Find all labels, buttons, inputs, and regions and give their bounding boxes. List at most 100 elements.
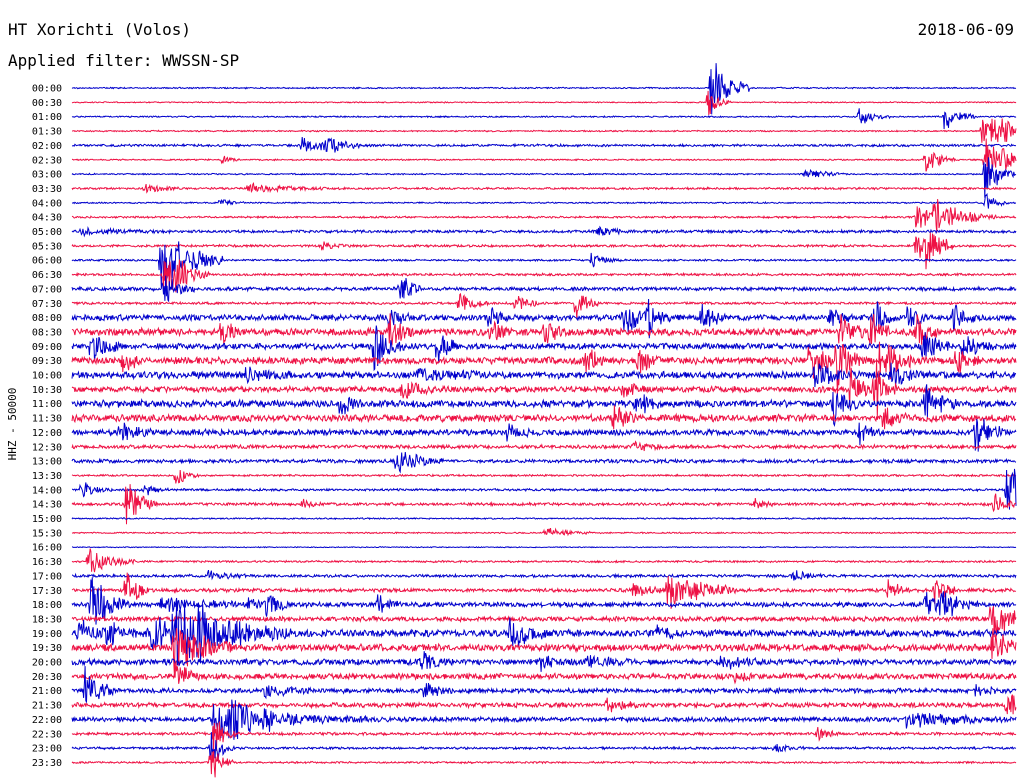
trace-row-1730 bbox=[71, 572, 1017, 609]
trace-row-0530 bbox=[71, 232, 1017, 270]
time-tick-labels: 00:00 00:30 01:00 01:30 02:00 02:30 03:00 03:30… bbox=[32, 84, 62, 769]
tick-label: 00:00 bbox=[32, 84, 62, 95]
station-title: HT Xorichti (Volos) bbox=[8, 20, 192, 39]
tick-label: 08:00 bbox=[32, 313, 62, 324]
trace-row-0500 bbox=[71, 225, 1017, 238]
tick-label: 02:30 bbox=[32, 155, 62, 166]
trace-row-0100 bbox=[71, 108, 1017, 130]
tick-label: 03:00 bbox=[32, 170, 62, 181]
tick-label: 06:30 bbox=[32, 270, 62, 281]
trace-row-1100 bbox=[71, 384, 1017, 427]
tick-label: 03:30 bbox=[32, 184, 62, 195]
trace-row-2330 bbox=[71, 751, 1017, 778]
tick-label: 05:30 bbox=[32, 241, 62, 252]
tick-label: 13:00 bbox=[32, 457, 62, 468]
tick-label: 23:30 bbox=[32, 758, 62, 769]
trace-row-1530 bbox=[71, 527, 1017, 537]
trace-row-1130 bbox=[71, 405, 1017, 430]
tick-label: 04:30 bbox=[32, 213, 62, 224]
trace-row-0630 bbox=[71, 259, 1017, 293]
tick-label: 22:30 bbox=[32, 729, 62, 740]
trace-row-0800 bbox=[71, 298, 1017, 339]
trace-row-1630 bbox=[71, 548, 1017, 573]
tick-label: 15:30 bbox=[32, 528, 62, 539]
tick-label: 14:00 bbox=[32, 485, 62, 496]
trace-row-0430 bbox=[71, 199, 1017, 233]
trace-row-0700 bbox=[71, 275, 1017, 303]
trace-row-1830 bbox=[71, 606, 1017, 638]
trace-row-1300 bbox=[71, 452, 1017, 474]
trace-row-1030 bbox=[71, 358, 1017, 418]
tick-label: 09:00 bbox=[32, 342, 62, 353]
trace-row-2030 bbox=[71, 660, 1017, 685]
trace-row-1700 bbox=[72, 569, 1017, 581]
trace-row-2100 bbox=[71, 666, 1017, 704]
trace-row-1900 bbox=[71, 600, 1017, 667]
trace-row-1500 bbox=[71, 516, 1017, 521]
tick-label: 10:00 bbox=[32, 371, 62, 382]
tick-label: 06:00 bbox=[32, 256, 62, 267]
trace-row-0900 bbox=[71, 325, 1017, 372]
trace-row-2230 bbox=[71, 721, 1017, 752]
tick-label: 01:00 bbox=[32, 112, 62, 123]
seismogram-traces bbox=[71, 63, 1017, 778]
trace-row-1400 bbox=[72, 468, 1017, 510]
trace-row-0730 bbox=[71, 292, 1017, 318]
trace-row-1330 bbox=[71, 469, 1017, 484]
tick-label: 10:30 bbox=[32, 385, 62, 396]
tick-label: 11:00 bbox=[32, 399, 62, 410]
trace-row-1200 bbox=[71, 418, 1017, 452]
trace-row-0600 bbox=[71, 241, 1017, 288]
trace-row-2300 bbox=[71, 732, 1017, 762]
tick-label: 08:30 bbox=[32, 327, 62, 338]
tick-label: 18:00 bbox=[32, 600, 62, 611]
tick-label: 20:30 bbox=[32, 672, 62, 683]
trace-row-0230 bbox=[71, 138, 1017, 174]
trace-row-0000 bbox=[71, 63, 1017, 115]
tick-label: 18:30 bbox=[32, 614, 62, 625]
tick-label: 21:00 bbox=[32, 686, 62, 697]
trace-row-0300 bbox=[71, 157, 1017, 198]
trace-row-0130 bbox=[72, 118, 1017, 143]
trace-row-0200 bbox=[72, 137, 1017, 153]
record-date: 2018-06-09 bbox=[917, 20, 1014, 39]
filter-label: Applied filter: WWSSN-SP bbox=[8, 51, 240, 70]
tick-label: 00:30 bbox=[32, 98, 62, 109]
trace-row-2130 bbox=[71, 694, 1017, 715]
tick-label: 07:00 bbox=[32, 284, 62, 295]
trace-row-2000 bbox=[71, 651, 1017, 672]
tick-label: 13:30 bbox=[32, 471, 62, 482]
tick-label: 21:30 bbox=[32, 701, 62, 712]
y-axis-label: HHZ - 50000 bbox=[6, 388, 19, 461]
trace-row-1430 bbox=[71, 484, 1017, 525]
tick-label: 15:00 bbox=[32, 514, 62, 525]
tick-label: 01:30 bbox=[32, 127, 62, 138]
tick-label: 07:30 bbox=[32, 299, 62, 310]
trace-row-1600 bbox=[71, 545, 1017, 549]
trace-row-2200 bbox=[71, 699, 1017, 740]
tick-label: 19:30 bbox=[32, 643, 62, 654]
tick-label: 05:00 bbox=[32, 227, 62, 238]
tick-label: 12:00 bbox=[32, 428, 62, 439]
tick-label: 22:00 bbox=[32, 715, 62, 726]
trace-row-0930 bbox=[71, 341, 1017, 396]
trace-row-0030 bbox=[71, 90, 1017, 116]
trace-row-1800 bbox=[71, 577, 1017, 625]
trace-row-1930 bbox=[71, 628, 1017, 676]
tick-label: 09:30 bbox=[32, 356, 62, 367]
tick-label: 23:00 bbox=[32, 744, 62, 755]
tick-label: 11:30 bbox=[32, 414, 62, 425]
tick-label: 02:00 bbox=[32, 141, 62, 152]
tick-label: 04:00 bbox=[32, 198, 62, 209]
tick-label: 16:00 bbox=[32, 543, 62, 554]
trace-row-0330 bbox=[71, 181, 1017, 194]
trace-row-0830 bbox=[71, 313, 1017, 346]
tick-label: 12:30 bbox=[32, 442, 62, 453]
tick-label: 17:30 bbox=[32, 586, 62, 597]
tick-label: 20:00 bbox=[32, 658, 62, 669]
trace-row-1230 bbox=[71, 440, 1017, 452]
trace-row-1000 bbox=[71, 362, 1017, 388]
tick-label: 19:00 bbox=[32, 629, 62, 640]
tick-label: 16:30 bbox=[32, 557, 62, 568]
